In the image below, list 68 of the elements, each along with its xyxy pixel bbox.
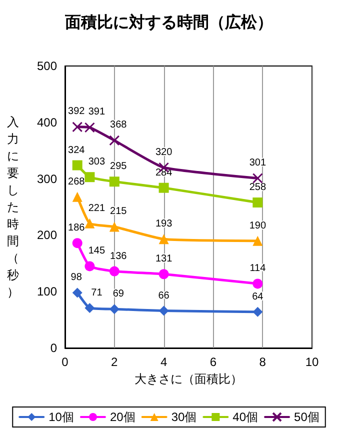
data-label: 268 [68,176,86,188]
point [158,234,169,244]
x-tick-label: 4 [160,355,168,369]
point [158,182,169,193]
point [158,269,169,280]
data-label: 71 [91,287,103,298]
x-tick-label: 6 [210,355,217,369]
data-label: 190 [249,220,266,232]
point [72,238,82,248]
data-label: 98 [70,272,82,284]
y-tick-label: 0 [50,341,58,355]
data-label: 66 [158,290,170,302]
x-tick-label: 0 [62,355,69,369]
chart-title: 面積比に対する時間（広松） [64,12,273,32]
point [72,122,83,132]
text: 入力に要した時間（秒） [7,115,19,299]
data-label: 303 [88,156,106,168]
x-tick-label: 10 [305,355,319,369]
data-label: 295 [110,161,128,172]
y-tick-label: 300 [36,172,58,186]
data-label: 64 [252,291,264,302]
point [252,306,263,317]
data-label: 145 [88,246,106,257]
data-label: 221 [88,202,106,214]
x-tick-label: 8 [259,355,266,369]
point [109,135,120,146]
y-tick-label: 400 [36,115,58,130]
point [252,172,263,184]
legend-label: 50個 [294,410,320,424]
legend-label: 30個 [171,410,197,424]
point [252,197,263,208]
data-label: 301 [249,157,266,168]
data-label: 391 [88,106,106,118]
data-label: 136 [110,250,128,262]
data-label: 186 [68,222,86,234]
point [109,304,120,314]
x-axis-title: 大きさに（面積比） [134,372,242,386]
data-label: 193 [155,218,173,230]
y-tick-label: 100 [36,284,58,299]
y-tick-label: 500 [36,59,58,73]
point [252,236,263,246]
point [72,288,82,298]
point [72,192,82,202]
data-label: 368 [110,120,128,131]
point [109,176,120,187]
data-label: 392 [68,106,86,118]
point [84,122,95,133]
point [84,302,95,313]
legend-label: 20個 [110,410,136,424]
point [72,160,82,170]
point [84,172,95,182]
data-label: 215 [110,206,128,218]
y-tick-label: 200 [36,228,58,242]
x-tick-label: 2 [111,355,118,369]
data-label: 114 [250,263,266,274]
data-label: 131 [155,254,173,265]
point [84,218,95,228]
point [84,261,95,272]
point [158,306,169,316]
data-label: 258 [249,182,266,193]
legend-label: 40個 [232,410,258,424]
data-label: 69 [112,288,124,300]
data-label: 320 [155,146,173,158]
legend-label: 10個 [48,410,74,424]
point [109,266,120,276]
point [252,278,263,289]
point [109,222,120,232]
data-label: 324 [68,144,86,156]
